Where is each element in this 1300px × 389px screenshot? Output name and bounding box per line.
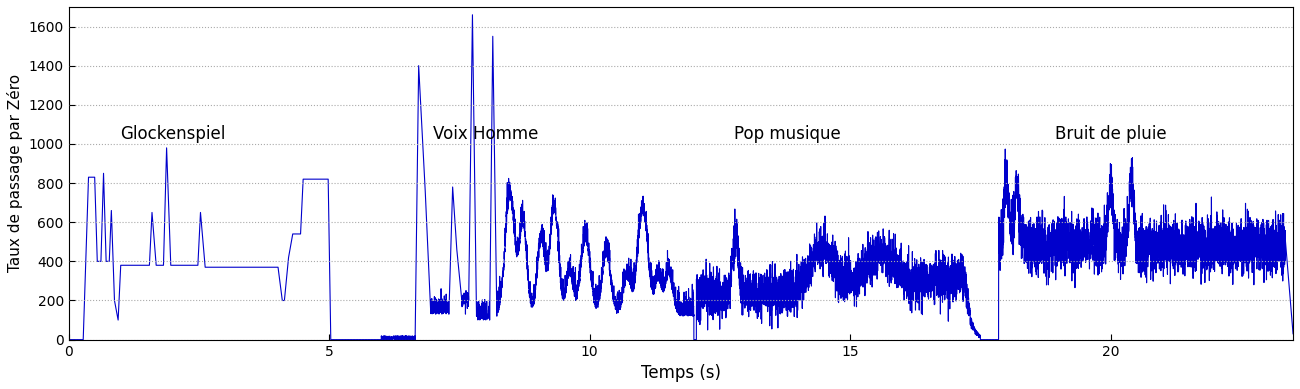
X-axis label: Temps (s): Temps (s) bbox=[641, 364, 720, 382]
Text: Glockenspiel: Glockenspiel bbox=[120, 125, 225, 143]
Y-axis label: Taux de passage par Zéro: Taux de passage par Zéro bbox=[6, 74, 23, 272]
Text: Voix Homme: Voix Homme bbox=[433, 125, 538, 143]
Text: Pop musique: Pop musique bbox=[734, 125, 841, 143]
Text: Bruit de pluie: Bruit de pluie bbox=[1054, 125, 1166, 143]
